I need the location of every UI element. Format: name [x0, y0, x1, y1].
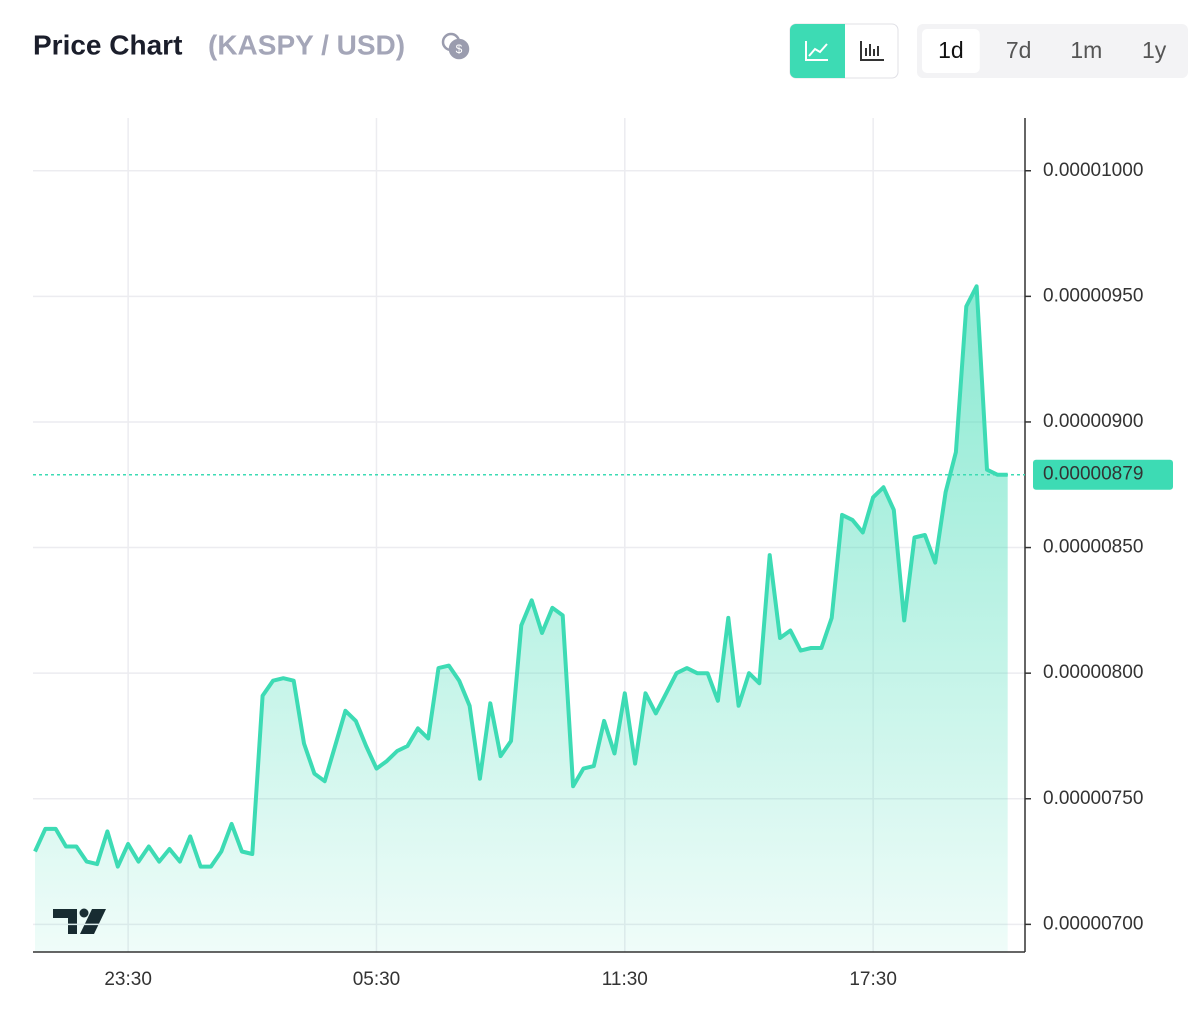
y-tick-label: 0.00000950	[1043, 285, 1143, 306]
x-tick-label: 17:30	[849, 969, 897, 990]
x-tick-label: 11:30	[602, 969, 648, 990]
chart-subtitle: (KASPY / USD)	[208, 29, 405, 60]
svg-text:$: $	[456, 42, 463, 56]
bar-chart-button[interactable]	[860, 41, 884, 61]
y-tick-label: 0.00000900	[1043, 411, 1143, 432]
range-group	[917, 24, 1188, 78]
range-button[interactable]: 1m	[1070, 37, 1102, 63]
y-tick-label: 0.00001000	[1043, 160, 1143, 181]
last-price-label: 0.00000879	[1043, 464, 1143, 485]
range-button[interactable]: 1d	[938, 37, 964, 63]
x-tick-label: 23:30	[104, 969, 152, 990]
price-line	[33, 284, 1008, 869]
coin-icon: $	[441, 32, 470, 60]
range-button[interactable]: 1y	[1142, 37, 1167, 63]
y-tick-label: 0.00000750	[1043, 788, 1143, 809]
x-tick-label: 05:30	[353, 969, 401, 990]
chart-title: Price Chart	[33, 29, 182, 60]
y-tick-label: 0.00000800	[1043, 662, 1143, 683]
range-button-selected	[922, 29, 980, 73]
y-tick-label: 0.00000700	[1043, 913, 1143, 934]
range-button[interactable]: 7d	[1006, 37, 1032, 63]
last-price-box	[1033, 459, 1173, 490]
chart-type-toggle	[789, 23, 899, 79]
y-tick-label: 0.00000850	[1043, 537, 1143, 558]
area-fill	[35, 286, 1008, 952]
